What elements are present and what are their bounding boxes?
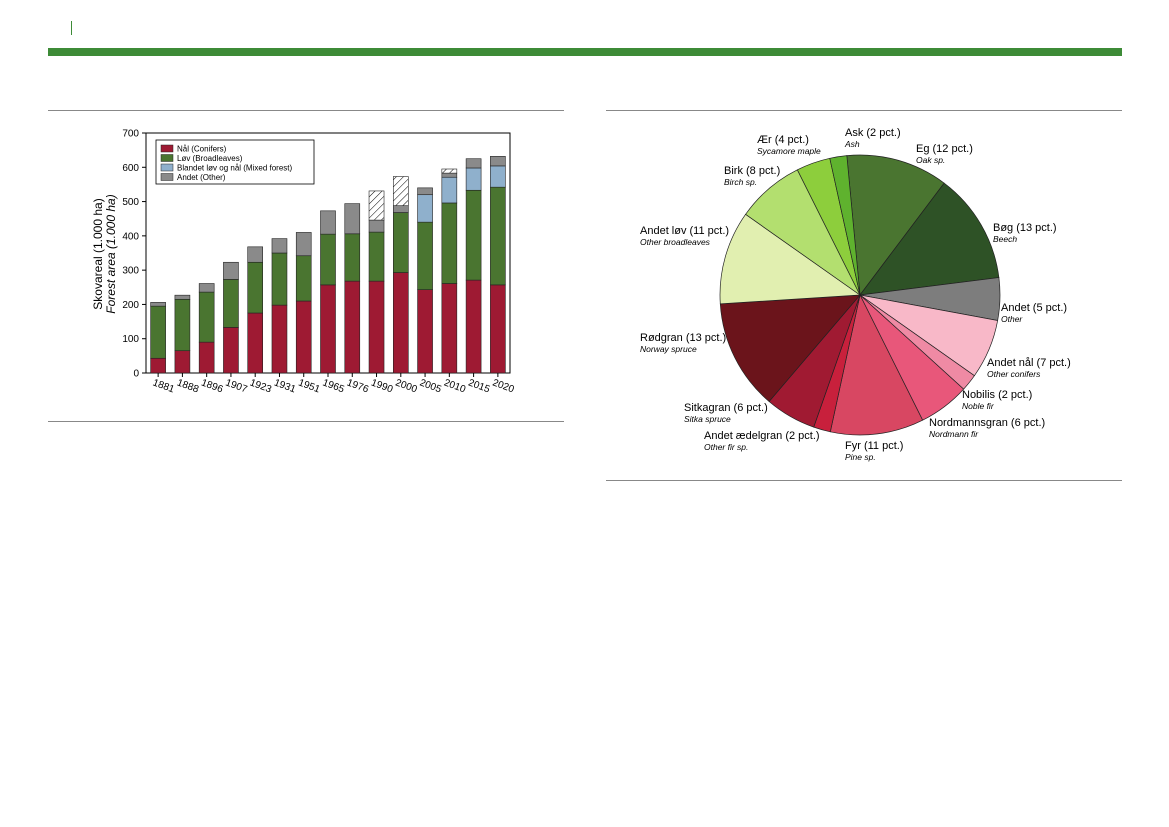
pie-slice-label: Rødgran (13 pct.) — [640, 332, 726, 344]
y-tick-label: 300 — [122, 266, 139, 277]
bar-segment — [295, 232, 312, 257]
pie-slice-sublabel: Other — [1001, 314, 1023, 324]
pie-slice-sublabel: Other broadleaves — [640, 237, 711, 247]
pie-slice-sublabel: Oak sp. — [916, 155, 945, 165]
pie-slice-sublabel: Other conifers — [987, 369, 1041, 379]
pie-slice — [846, 154, 945, 296]
pie-slice-sublabel: Beech — [993, 234, 1017, 244]
right-top-rule — [606, 110, 1122, 111]
bar-segment — [223, 261, 239, 280]
header-band — [48, 48, 1122, 56]
legend-swatch — [160, 163, 174, 172]
pie-slice-sublabel: Sycamore maple — [757, 146, 821, 156]
y-tick-label: 600 — [122, 163, 139, 174]
pie-slice-label: Nobilis (2 pct.) — [962, 389, 1032, 401]
pie-slice-label: Bøg (13 pct.) — [993, 222, 1057, 234]
legend-swatch — [160, 173, 174, 181]
bar-segment — [490, 156, 506, 167]
pie-slice-label: Nordmannsgran (6 pct.) — [929, 417, 1045, 429]
pie-slice-label: Andet (5 pct.) — [1001, 302, 1067, 314]
y-tick-label: 0 — [133, 369, 139, 380]
legend-box — [155, 139, 315, 185]
right-bottom-rule — [606, 480, 1122, 481]
pie-slice — [719, 213, 862, 305]
pie-slice-label: Eg (12 pct.) — [916, 143, 973, 155]
bar-segment — [198, 283, 215, 293]
pie-slice-sublabel: Norway spruce — [640, 344, 697, 354]
bar-segment — [320, 210, 336, 235]
bar-segment — [271, 238, 288, 254]
bar-segment-hatched — [392, 176, 409, 206]
pie-slice-sublabel: Birch sp. — [724, 177, 757, 187]
pie-slice-sublabel: Nordmann fir — [929, 429, 979, 439]
pie-slice — [859, 182, 1000, 296]
pie-slice-sublabel: Ash — [844, 139, 860, 149]
legend-label: Løv (Broadleaves) — [177, 154, 243, 163]
bar-segment — [150, 302, 166, 307]
y-tick-label: 100 — [122, 334, 139, 345]
legend-label: Blandet løv og nål (Mixed forest) — [177, 164, 292, 173]
header-tick-mark — [71, 21, 72, 35]
legend-label: Nål (Conifers) — [177, 145, 227, 154]
pie-slice-sublabel: Noble fir — [962, 401, 995, 411]
pie-slice-label: Andet nål (7 pct.) — [987, 357, 1071, 369]
pie-slice-label: Andet løv (11 pct.) — [640, 225, 729, 237]
y-axis-title: Skovareal (1.000 ha) — [91, 198, 105, 309]
bar-segment — [465, 158, 482, 169]
bar-segment — [247, 246, 263, 263]
y-axis-title-en: Forest area (1.000 ha) — [104, 194, 118, 313]
pie-slice-sublabel: Sitka spruce — [684, 414, 731, 424]
bar-segment — [344, 203, 361, 235]
bar-segment — [174, 294, 191, 300]
pie-slice-label: Andet ædelgran (2 pct.) — [704, 430, 820, 442]
pie-slice-sublabel: Other fir sp. — [704, 442, 748, 452]
bar-segment-hatched — [441, 168, 458, 174]
pie-slice-label: Birk (8 pct.) — [724, 165, 780, 177]
pie-slice-label: Ær (4 pct.) — [757, 134, 809, 146]
pie-slice — [829, 293, 924, 436]
bar-segment-hatched — [368, 190, 385, 221]
pie-slice — [829, 155, 861, 296]
pie-slice — [719, 294, 861, 402]
y-tick-label: 700 — [122, 129, 139, 140]
y-tick-label: 200 — [122, 300, 139, 311]
legend-swatch — [160, 154, 174, 162]
left-top-rule — [48, 110, 564, 111]
pie-slice-label: Sitkagran (6 pct.) — [684, 402, 768, 414]
legend-swatch — [160, 144, 174, 153]
y-tick-label: 500 — [122, 197, 139, 208]
left-bottom-rule — [48, 421, 564, 422]
pie-slice-label: Fyr (11 pct.) — [845, 440, 903, 452]
pie-slice-sublabel: Pine sp. — [845, 452, 876, 462]
pie-slice-label: Ask (2 pct.) — [845, 127, 901, 139]
bar-segment — [417, 187, 433, 196]
legend-label: Andet (Other) — [177, 173, 226, 182]
y-tick-label: 400 — [122, 231, 139, 242]
